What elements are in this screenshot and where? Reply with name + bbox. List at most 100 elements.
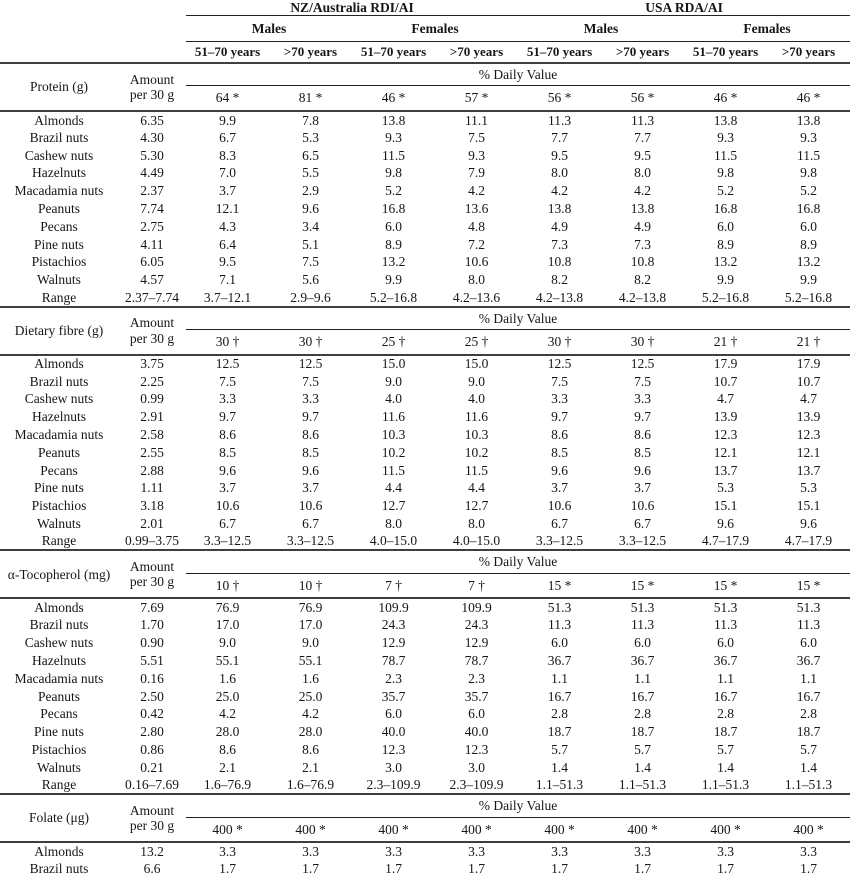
daily-value-cell-6: 9.3 (717, 129, 734, 145)
daily-value-cell-0: 2.1 (219, 759, 236, 775)
daily-value-cell-5: 3.7 (634, 480, 651, 496)
amount-value: 2.25 (140, 373, 164, 389)
daily-value-cell-3: 4.2 (468, 183, 485, 199)
daily-value-cell-0: 76.9 (215, 600, 240, 616)
amount-per-30g-header: Amount per 30 g (118, 62, 186, 112)
daily-value-cell-7: 5.2–16.8 (767, 288, 850, 308)
daily-value-cell-1: 5.3 (302, 129, 319, 145)
daily-value-cell-3: 4.2–13.6 (435, 288, 519, 308)
daily-value-cell-2: 11.5 (381, 147, 406, 163)
daily-value-cell-0: 6.7 (219, 129, 236, 145)
daily-value-cell-0: 7.0 (219, 165, 236, 181)
daily-value-cell-1: 7.8 (302, 112, 319, 128)
amount-value: 0.42 (140, 706, 164, 722)
section-nutrient-label: Dietary fibre (g) (0, 306, 118, 356)
daily-value-cell-3: 7.2 (468, 236, 485, 252)
daily-value-cell-0: 9.6 (219, 462, 236, 478)
daily-value-cell-3: 12.7 (464, 498, 489, 514)
nut-name: Walnuts (37, 516, 81, 532)
daily-value-cell-2: 11.5 (381, 462, 406, 478)
daily-value-cell-6: 6.0 (717, 218, 734, 234)
amount-value: 2.91 (140, 409, 164, 425)
daily-value-cell-6: 13.8 (713, 112, 738, 128)
daily-value-cell-6: 1.1 (717, 670, 734, 686)
daily-value-cell-5: 6.0 (634, 635, 651, 651)
sex-group-header-0: Males (186, 15, 352, 43)
reference-value-5: 30 † (601, 329, 685, 356)
daily-value-cell-3: 2.3–109.9 (435, 776, 519, 796)
daily-value-cell-4: 3.3 (551, 391, 568, 407)
reference-value-7: 15 * (767, 573, 850, 600)
daily-value-cell-4: 1.1–51.3 (518, 776, 602, 796)
daily-value-cell-2: 40.0 (381, 724, 406, 740)
reference-value-1: 400 * (269, 817, 352, 844)
daily-value-cell-0: 8.6 (219, 741, 236, 757)
reference-value-5: 56 * (601, 85, 685, 112)
daily-value-cell-4: 7.5 (551, 373, 568, 389)
daily-value-cell-7: 11.3 (796, 617, 821, 633)
daily-value-cell-7: 4.7–17.9 (767, 532, 850, 552)
daily-value-cell-5: 36.7 (630, 653, 655, 668)
daily-value-cell-3: 6.0 (468, 706, 485, 722)
daily-value-cell-7: 1.1 (800, 670, 817, 686)
daily-value-cell-6: 9.8 (717, 165, 734, 181)
daily-value-cell-3: 78.7 (464, 653, 489, 668)
daily-value-cell-4: 8.5 (551, 444, 568, 460)
daily-value-cell-3: 7.5 (468, 129, 485, 145)
daily-value-cell-3: 4.4 (468, 480, 485, 496)
daily-value-cell-0: 7.1 (219, 272, 236, 288)
amount-value: 2.88 (140, 462, 164, 478)
daily-value-cell-0: 10.6 (215, 498, 240, 514)
daily-value-cell-3: 4.0 (468, 391, 485, 407)
reference-value-2: 25 † (352, 329, 435, 356)
daily-value-cell-5: 4.9 (634, 218, 651, 234)
amount-value: 0.90 (140, 635, 164, 651)
daily-value-cell-4: 1.4 (551, 759, 568, 775)
daily-value-cell-6: 36.7 (713, 653, 738, 668)
daily-value-cell-5: 1.7 (634, 861, 651, 877)
daily-value-cell-6: 5.2–16.8 (684, 288, 768, 308)
nut-name: Range (0, 776, 118, 796)
daily-value-cell-0: 3.7 (219, 480, 236, 496)
daily-value-cell-5: 8.6 (634, 427, 651, 443)
daily-value-cell-3: 8.0 (468, 516, 485, 532)
daily-value-cell-7: 13.8 (796, 112, 821, 128)
sex-group-header-2: Males (518, 15, 685, 43)
daily-value-cell-6: 5.3 (717, 480, 734, 496)
amount-value: 13.2 (140, 843, 164, 859)
reference-value-2: 7 † (352, 573, 435, 600)
daily-value-cell-5: 3.3–12.5 (601, 532, 685, 552)
nut-name: Almonds (34, 356, 84, 372)
daily-value-cell-1: 76.9 (298, 600, 323, 616)
daily-value-cell-7: 9.3 (800, 129, 817, 145)
daily-value-cell-4: 18.7 (547, 724, 572, 740)
daily-value-cell-4: 12.5 (547, 356, 572, 372)
daily-value-cell-2: 78.7 (381, 653, 406, 668)
daily-value-cell-7: 8.9 (800, 236, 817, 252)
daily-value-cell-0: 1.7 (219, 861, 236, 877)
amount-per-30g-header: Amount per 30 g (118, 794, 186, 844)
amount-value: 2.37–7.74 (118, 288, 186, 308)
daily-value-cell-0: 9.9 (219, 112, 236, 128)
daily-value-cell-5: 1.1–51.3 (601, 776, 685, 796)
daily-value-cell-7: 2.8 (800, 706, 817, 722)
daily-value-cell-6: 9.6 (717, 516, 734, 532)
daily-value-cell-5: 8.2 (634, 272, 651, 288)
daily-value-cell-7: 9.6 (800, 516, 817, 532)
amount-value: 0.21 (140, 759, 164, 775)
daily-value-cell-2: 10.2 (381, 444, 406, 460)
nut-name: Brazil nuts (29, 129, 89, 145)
nut-name: Brazil nuts (29, 617, 89, 633)
daily-value-header: % Daily Value (186, 306, 850, 331)
daily-value-cell-1: 2.9 (302, 183, 319, 199)
daily-value-cell-7: 1.1–51.3 (767, 776, 850, 796)
daily-value-cell-1: 5.1 (302, 236, 319, 252)
nut-name: Peanuts (38, 201, 80, 217)
reference-value-6: 400 * (684, 817, 768, 844)
daily-value-cell-0: 28.0 (215, 724, 240, 740)
age-column-header-2: 51–70 years (352, 41, 435, 64)
daily-value-cell-5: 18.7 (630, 724, 655, 740)
daily-value-cell-6: 3.3 (717, 843, 734, 859)
daily-value-cell-2: 6.0 (385, 218, 402, 234)
daily-value-cell-1: 3.3 (302, 843, 319, 859)
